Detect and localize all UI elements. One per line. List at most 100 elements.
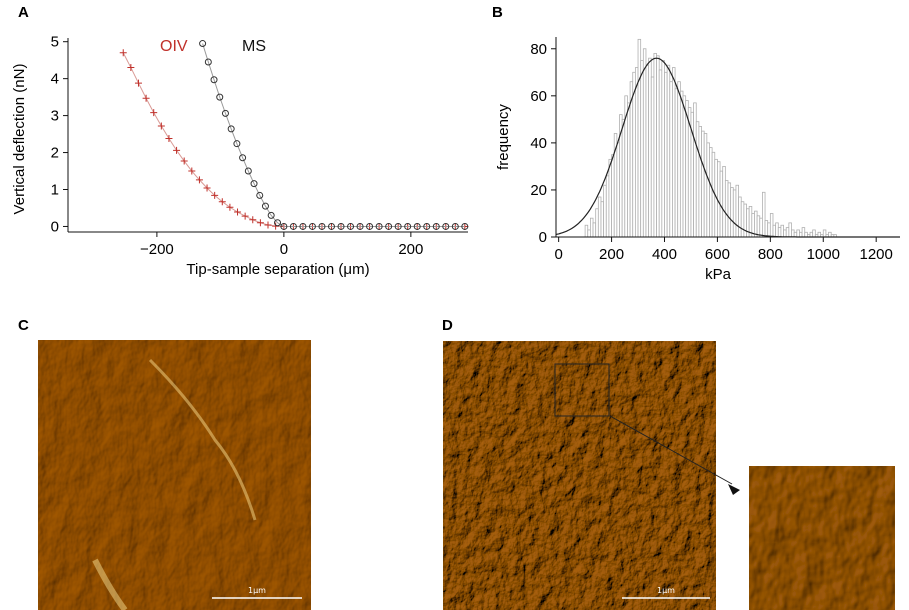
ms-point <box>250 180 258 188</box>
legend-oiv: OIV <box>160 38 188 55</box>
oiv-point <box>127 64 135 72</box>
chart-b-x-tick-label: 0 <box>554 246 562 263</box>
chart-b-x-tick-label: 800 <box>758 246 783 263</box>
afm-image-d: 1μm <box>443 341 740 610</box>
oiv-point <box>234 208 242 216</box>
afm-image-d-zoom-inset <box>749 466 895 610</box>
ms-point <box>274 219 282 227</box>
ms-point <box>244 167 252 175</box>
ms-point <box>204 58 212 66</box>
oiv-point <box>188 167 196 175</box>
oiv-point <box>226 203 234 211</box>
ms-point <box>394 222 402 230</box>
gaussian-fit-curve <box>555 57 900 238</box>
oiv-point <box>134 79 142 87</box>
ms-point <box>308 222 316 230</box>
chart-a-y-tick-label: 2 <box>51 145 59 162</box>
chart-a-axes: 0 1 2 3 4 5 −200 0 200 <box>51 34 468 258</box>
chart-b-x-tick-label: 400 <box>652 246 677 263</box>
ms-point <box>318 222 326 230</box>
oiv-point <box>203 184 211 192</box>
ms-point <box>327 222 335 230</box>
ms-point <box>432 222 440 230</box>
panel-label-a: A <box>18 4 29 21</box>
oiv-point <box>211 191 219 199</box>
ms-point <box>404 222 412 230</box>
ms-point <box>423 222 431 230</box>
oiv-point <box>264 221 272 229</box>
panel-label-b: B <box>492 4 503 21</box>
chart-a-y-tick-label: 1 <box>51 182 59 199</box>
oiv-point <box>150 109 158 117</box>
ms-point <box>233 140 241 148</box>
ms-point <box>461 222 469 230</box>
chart-a-y-tick-label: 5 <box>51 34 59 51</box>
chart-b-x-tick-label: 200 <box>599 246 624 263</box>
ms-point <box>385 222 393 230</box>
ms-point <box>347 222 355 230</box>
chart-a-x-tick-label: −200 <box>140 241 174 258</box>
ms-point <box>337 222 345 230</box>
chart-a-y-tick-label: 4 <box>51 71 59 88</box>
chart-a-y-axis-label: Vertical deflection (nN) <box>11 64 28 215</box>
chart-b-y-tick-label: 20 <box>530 182 547 199</box>
ms-point <box>267 211 275 219</box>
chart-b-x-tick-label: 1000 <box>807 246 840 263</box>
chart-a-y-tick-label: 0 <box>51 218 59 235</box>
chart-b-y-tick-label: 0 <box>539 229 547 246</box>
chart-b-y-tick-label: 60 <box>530 88 547 105</box>
panel-label-d: D <box>442 317 453 334</box>
chart-a-deflection-curves: 0 1 2 3 4 5 −200 0 200 Tip-sample separation (μm… <box>11 34 469 278</box>
ms-point <box>356 222 364 230</box>
zoom-pointer-line <box>609 415 733 485</box>
chart-b-y-tick-label: 40 <box>530 135 547 152</box>
chart-b-x-tick-label: 600 <box>705 246 730 263</box>
legend-ms: MS <box>242 38 266 55</box>
ms-point <box>375 222 383 230</box>
oiv-point <box>256 219 264 227</box>
ms-point <box>280 222 288 230</box>
panel-label-c: C <box>18 317 29 334</box>
ms-point <box>366 222 374 230</box>
ms-point <box>413 222 421 230</box>
chart-b-bars <box>584 38 837 238</box>
ms-point <box>442 222 450 230</box>
ms-point <box>239 154 247 162</box>
ms-point <box>256 191 264 199</box>
ms-point <box>289 222 297 230</box>
oiv-point <box>119 49 127 57</box>
chart-a-y-tick-label: 3 <box>51 108 59 125</box>
chart-b-x-axis-label: kPa <box>705 266 732 283</box>
ms-point <box>221 109 229 117</box>
arrowhead-icon <box>728 484 740 495</box>
oiv-point <box>142 94 150 102</box>
oiv-point <box>195 176 203 184</box>
ms-point <box>210 76 218 84</box>
oiv-point <box>249 216 257 224</box>
zoom-region-box <box>554 363 610 417</box>
series-line-ms <box>202 43 465 227</box>
oiv-point <box>218 198 226 206</box>
scale-bar-label-d: 1μm <box>657 586 675 595</box>
oiv-point <box>241 212 249 220</box>
chart-a-x-axis-label: Tip-sample separation (μm) <box>186 261 369 278</box>
ms-point <box>261 202 269 210</box>
chart-a-x-tick-label: 0 <box>280 241 288 258</box>
chart-a-x-tick-label: 200 <box>398 241 423 258</box>
oiv-point <box>157 122 165 130</box>
series-line-oiv <box>122 52 465 227</box>
ms-point <box>451 222 459 230</box>
oiv-point <box>180 157 188 165</box>
scale-bar-label-c: 1μm <box>248 586 266 595</box>
oiv-point <box>173 146 181 154</box>
chart-b-x-tick-label: 1200 <box>859 246 892 263</box>
chart-b-y-tick-label: 80 <box>530 41 547 58</box>
ms-point <box>227 125 235 133</box>
ms-point <box>216 93 224 101</box>
chart-b-y-axis-label: frequency <box>495 104 512 170</box>
oiv-point <box>165 135 173 143</box>
chart-a-series <box>119 40 469 230</box>
